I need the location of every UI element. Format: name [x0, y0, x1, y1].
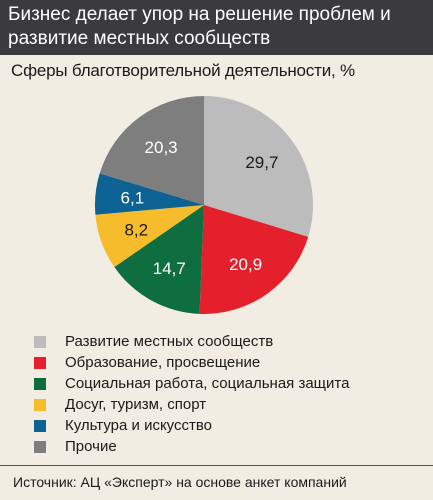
- legend-label: Образование, просвещение: [65, 354, 261, 371]
- legend-swatch: [34, 440, 46, 453]
- legend-label: Культура и искусство: [65, 417, 213, 434]
- legend-label: Досуг, туризм, спорт: [65, 396, 207, 413]
- slice-value-label: 20,3: [145, 138, 178, 157]
- slice-value-label: 14,7: [153, 259, 186, 278]
- legend: Развитие местных сообществ Образование, п…: [34, 331, 349, 457]
- pie-slice-5: [99, 95, 204, 205]
- pie-slice-4: [95, 173, 204, 215]
- divider: [0, 465, 433, 466]
- legend-swatch: [34, 419, 46, 432]
- slice-value-label: 29,7: [245, 153, 278, 172]
- source-note: Источник: АЦ «Эксперт» на основе анкет к…: [13, 474, 347, 490]
- pie-slice-3: [95, 205, 204, 268]
- chart-subtitle: Сферы благотворительной деятельности, %: [11, 61, 355, 80]
- slice-value-label: 20,9: [229, 255, 262, 274]
- legend-item: Досуг, туризм, спорт: [34, 394, 349, 415]
- legend-item: Прочие: [34, 436, 349, 457]
- pie-slice-2: [114, 205, 204, 314]
- legend-swatch: [34, 356, 46, 369]
- pie-slice-0: [204, 96, 313, 237]
- pie-chart: 29,7 20,9 14,7 8,2 6,1 20,3: [95, 95, 313, 314]
- legend-label: Прочие: [65, 438, 117, 455]
- legend-swatch: [34, 398, 46, 411]
- legend-swatch: [34, 377, 46, 390]
- legend-label: Социальная работа, социальная защита: [65, 375, 350, 392]
- legend-item: Образование, просвещение: [34, 352, 349, 373]
- slice-value-label: 8,2: [124, 221, 148, 240]
- legend-item: Развитие местных сообществ: [34, 331, 349, 352]
- legend-label: Развитие местных сообществ: [65, 333, 274, 350]
- legend-item: Социальная работа, социальная защита: [34, 373, 349, 394]
- legend-swatch: [34, 335, 46, 348]
- pie-slice-1: [199, 205, 309, 314]
- chart-title: Бизнес делает упор на решение проблем и …: [0, 0, 433, 55]
- slice-value-label: 6,1: [121, 189, 145, 208]
- legend-item: Культура и искусство: [34, 415, 349, 436]
